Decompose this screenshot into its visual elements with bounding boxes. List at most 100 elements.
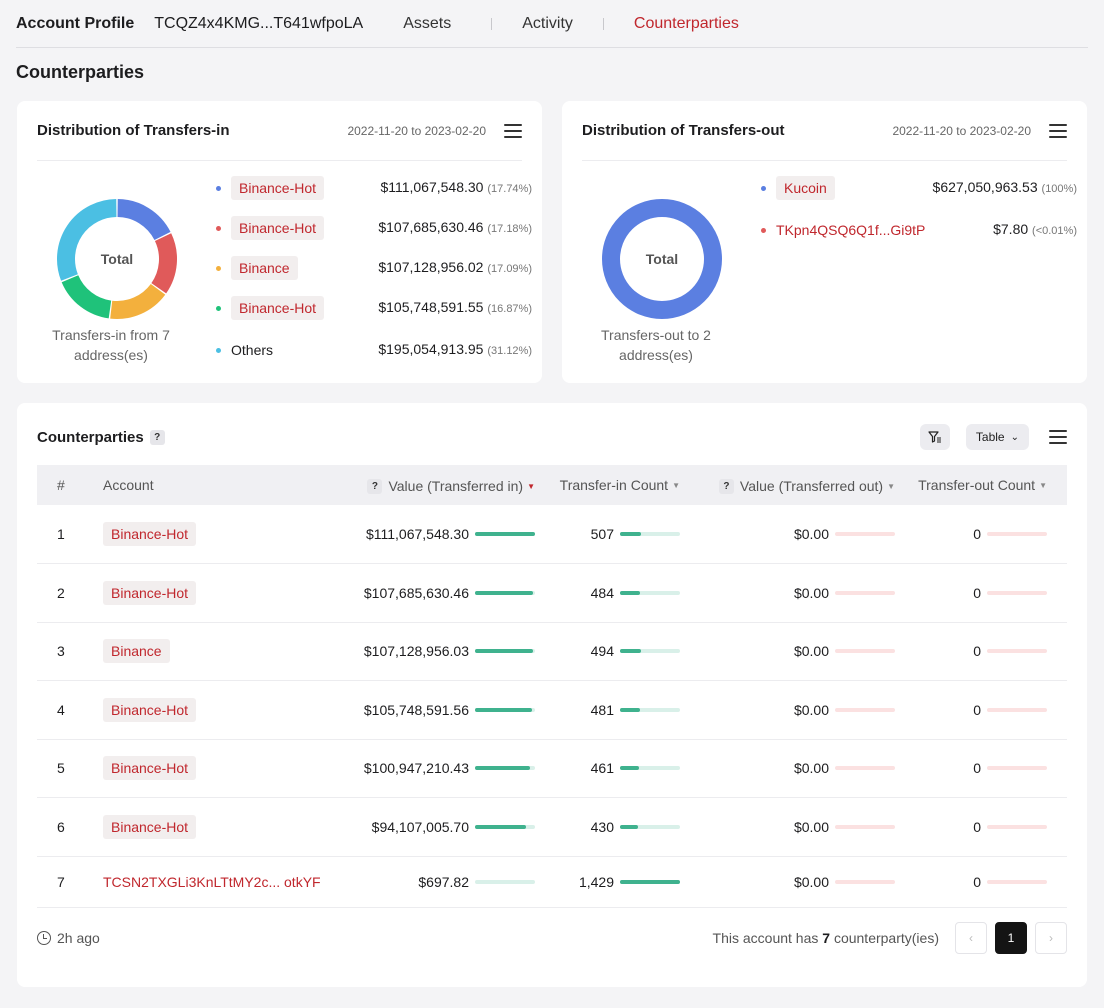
table-footer: 2h ago This account has 7 counterparty(i… bbox=[37, 921, 1067, 955]
legend-item[interactable]: Binance-Hot bbox=[216, 295, 325, 321]
donut-slice[interactable] bbox=[110, 283, 166, 319]
caption-line: Transfers-out to 2 bbox=[601, 327, 711, 343]
account-address[interactable]: TCQZ4x4KMG...T641wfpoLA bbox=[154, 14, 364, 32]
donut-center-label: Total bbox=[100, 251, 134, 267]
tab-counterparties[interactable]: Counterparties bbox=[633, 14, 739, 32]
legend-item[interactable]: Others bbox=[216, 337, 273, 363]
entity-tag[interactable]: Binance-Hot bbox=[103, 522, 197, 546]
top-nav: Account Profile TCQZ4x4KMG...T641wfpoLA … bbox=[16, 0, 1088, 48]
entity-tag[interactable]: Kucoin bbox=[776, 176, 835, 200]
cell-content: $107,128,956.03 bbox=[364, 643, 535, 659]
card-header: Distribution of Transfers-in 2022-11-20 … bbox=[37, 101, 522, 161]
table-row[interactable]: 5 Binance-Hot $100,947,210.43 461 $0.00 0 bbox=[37, 739, 1067, 798]
cell-content: $94,107,005.70 bbox=[372, 819, 535, 835]
entity-tag[interactable]: Binance-Hot bbox=[103, 697, 197, 722]
entity-tag[interactable]: Binance-Hot bbox=[231, 296, 325, 320]
donut-center-label: Total bbox=[645, 251, 679, 267]
count-out-bar bbox=[987, 824, 1047, 829]
donut-caption: Transfers-in from 7 address(es) bbox=[36, 325, 186, 365]
prev-page-button[interactable]: ‹ bbox=[955, 922, 987, 954]
menu-icon[interactable] bbox=[504, 123, 522, 138]
value-out-bar bbox=[835, 649, 895, 654]
cell-content: $0.00 bbox=[794, 760, 895, 776]
summary-count: 7 bbox=[822, 930, 831, 946]
address-link[interactable]: TCSN2TXGLi3KnLTtMY2c... otkYF bbox=[103, 873, 321, 890]
value-out-cell: $0.00 bbox=[680, 856, 895, 908]
cell-content: 1,429 bbox=[579, 874, 680, 890]
date-range: 2022-11-20 to 2023-02-20 bbox=[347, 123, 486, 138]
cell-content: $0.00 bbox=[794, 643, 895, 659]
amount: $195,054,913.95 bbox=[378, 341, 484, 357]
cell-content: $697.82 bbox=[418, 874, 535, 890]
table-row[interactable]: 2 Binance-Hot $107,685,630.46 484 $0.00 0 bbox=[37, 563, 1067, 623]
donut-slice[interactable] bbox=[117, 199, 171, 241]
entity-tag[interactable]: Binance-Hot bbox=[103, 756, 197, 781]
counterparties-card: Counterparties ? Table ⌄ # Account ? Valu… bbox=[17, 403, 1087, 987]
tab-activity[interactable]: Activity bbox=[522, 14, 573, 32]
cell-content: 0 bbox=[973, 585, 1047, 601]
cell-content: $0.00 bbox=[794, 702, 895, 718]
entity-tag[interactable]: Binance bbox=[231, 256, 298, 280]
help-icon[interactable]: ? bbox=[718, 478, 734, 494]
percent: (<0.01%) bbox=[1032, 225, 1077, 237]
help-icon[interactable]: ? bbox=[367, 478, 383, 494]
table-row[interactable]: 4 Binance-Hot $105,748,591.56 481 $0.00 0 bbox=[37, 680, 1067, 740]
row-index: 4 bbox=[37, 680, 103, 740]
entity-tag[interactable]: Binance-Hot bbox=[103, 580, 197, 605]
cell-content: $0.00 bbox=[794, 585, 895, 601]
cell-content: $111,067,548.30 bbox=[366, 526, 535, 542]
table-row[interactable]: 3 Binance $107,128,956.03 494 $0.00 0 bbox=[37, 622, 1067, 681]
menu-icon[interactable] bbox=[1049, 430, 1067, 444]
donut-slice[interactable] bbox=[61, 274, 112, 319]
tab-assets[interactable]: Assets bbox=[403, 14, 452, 32]
value-in: $100,947,210.43 bbox=[363, 760, 469, 777]
value-out: $0.00 bbox=[793, 760, 829, 777]
percent: (16.87%) bbox=[487, 303, 532, 315]
page-button[interactable]: 1 bbox=[995, 922, 1027, 954]
col-count-out[interactable]: Transfer-out Count ▼ bbox=[895, 465, 1067, 505]
cell-content: 0 bbox=[973, 643, 1047, 659]
address-link[interactable]: TKpn4QSQ6Q1f...Gi9tP bbox=[776, 222, 926, 238]
entity-tag[interactable]: Binance bbox=[103, 639, 170, 664]
legend-item[interactable]: Binance bbox=[216, 255, 298, 281]
col-label: Value (Transferred in) bbox=[388, 478, 524, 495]
row-index: 1 bbox=[37, 505, 103, 564]
count-in: 430 bbox=[590, 818, 614, 835]
amount: $107,128,956.02 bbox=[378, 259, 484, 275]
account-cell: Binance-Hot bbox=[103, 680, 323, 740]
summary-text: counterparty(ies) bbox=[830, 930, 939, 946]
bar-fill bbox=[475, 707, 532, 712]
percent: (100%) bbox=[1041, 183, 1077, 195]
table-row[interactable]: 7 TCSN2TXGLi3KnLTtMY2c... otkYF $697.82 1,4… bbox=[37, 856, 1067, 908]
donut-chart bbox=[57, 199, 177, 319]
col-value-out[interactable]: ? Value (Transferred out) ▼ bbox=[680, 465, 895, 505]
count-in-bar bbox=[620, 590, 680, 595]
table-row[interactable]: 1 Binance-Hot $111,067,548.30 507 $0.00 0 bbox=[37, 505, 1067, 564]
menu-icon[interactable] bbox=[1049, 123, 1067, 138]
col-value-in[interactable]: ? Value (Transferred in) ▼ bbox=[323, 465, 535, 505]
entity-tag[interactable]: Binance-Hot bbox=[103, 814, 197, 839]
legend-item[interactable]: Binance-Hot bbox=[216, 215, 325, 241]
value-in: $107,128,956.03 bbox=[363, 643, 469, 660]
caption-line: address(es) bbox=[74, 347, 148, 363]
amount: $105,748,591.55 bbox=[378, 299, 484, 315]
value-in: $105,748,591.56 bbox=[363, 701, 469, 718]
donut-slice[interactable] bbox=[57, 199, 117, 281]
donut-slice[interactable] bbox=[602, 199, 722, 319]
next-page-button[interactable]: › bbox=[1035, 922, 1067, 954]
donut-slice[interactable] bbox=[151, 233, 177, 294]
table-row[interactable]: 6 Binance-Hot $94,107,005.70 430 $0.00 0 bbox=[37, 797, 1067, 857]
count-in-cell: 494 bbox=[535, 622, 680, 681]
count-in: 484 bbox=[590, 584, 614, 601]
donut-chart bbox=[602, 199, 722, 319]
entity-tag[interactable]: Binance-Hot bbox=[231, 176, 325, 200]
col-count-in[interactable]: Transfer-in Count ▼ bbox=[535, 465, 680, 505]
legend-item[interactable]: Binance-Hot bbox=[216, 175, 325, 201]
table-header-bar: Counterparties ? Table ⌄ bbox=[37, 419, 1067, 455]
filter-button[interactable] bbox=[919, 424, 950, 450]
entity-tag[interactable]: Binance-Hot bbox=[231, 216, 325, 240]
help-icon[interactable]: ? bbox=[149, 429, 165, 445]
view-select[interactable]: Table ⌄ bbox=[965, 424, 1029, 450]
legend-item[interactable]: TKpn4QSQ6Q1f...Gi9tP bbox=[761, 217, 925, 243]
legend-item[interactable]: Kucoin bbox=[761, 175, 835, 201]
